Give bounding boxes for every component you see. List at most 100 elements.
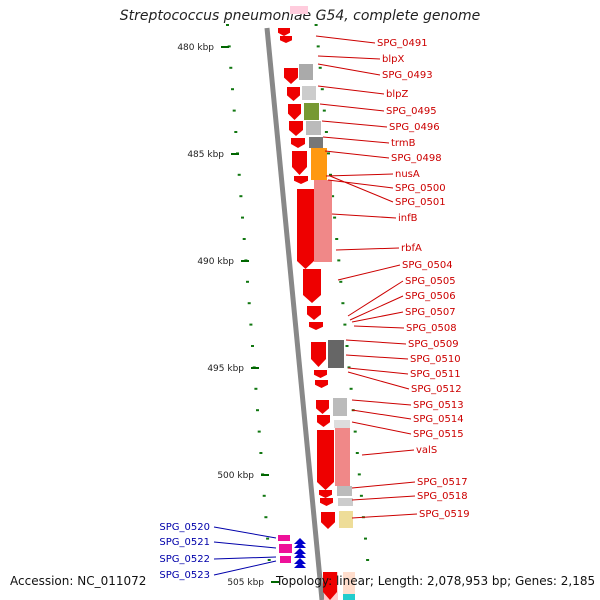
gene-label[interactable]: SPG_0521	[159, 537, 210, 548]
gene-arrow	[319, 490, 332, 498]
gene-label[interactable]: SPG_0520	[159, 522, 210, 533]
feature-block	[299, 64, 313, 80]
gene-label[interactable]: SPG_0491	[377, 38, 428, 49]
gc-dot	[226, 24, 229, 26]
pink-gene	[279, 544, 292, 553]
gc-dot	[355, 452, 359, 454]
gene-arrow	[317, 415, 330, 427]
gene-label[interactable]: SPG_0510	[410, 354, 461, 365]
gene-label[interactable]: SPG_0498	[391, 153, 442, 164]
label-leader-line	[213, 556, 277, 560]
gene-label[interactable]: nusA	[395, 169, 420, 180]
gc-dot	[247, 302, 251, 305]
gc-dot	[246, 280, 249, 283]
gc-dot	[231, 88, 234, 91]
gc-dot	[229, 66, 233, 69]
gc-dot	[366, 559, 370, 561]
gene-label[interactable]: SPG_0505	[405, 276, 456, 287]
gc-dot	[322, 109, 326, 112]
gc-dot	[232, 109, 236, 112]
gene-label[interactable]: SPG_0509	[408, 339, 459, 350]
label-leader-line	[347, 367, 409, 375]
gc-dot	[262, 494, 266, 497]
feature-block	[290, 6, 308, 14]
scale-tick-label: 485 kbp	[187, 150, 224, 160]
gene-label[interactable]: SPG_0506	[405, 291, 456, 302]
reverse-gene-arrow	[294, 548, 306, 554]
gc-dot	[349, 387, 353, 390]
gene-label[interactable]: SPG_0508	[406, 323, 457, 334]
gene-label[interactable]: SPG_0513	[413, 400, 464, 411]
gene-label[interactable]: SPG_0496	[389, 122, 440, 133]
gene-label[interactable]: SPG_0514	[413, 414, 464, 425]
gene-arrow	[321, 512, 335, 529]
gc-dot	[345, 345, 349, 347]
feature-block	[333, 398, 347, 416]
gene-label[interactable]: SPG_0500	[395, 183, 446, 194]
gc-dot	[237, 173, 241, 176]
label-leader-line	[329, 175, 394, 203]
gene-label[interactable]: SPG_0511	[410, 369, 461, 380]
label-leader-line	[322, 136, 390, 144]
feature-block	[338, 498, 353, 506]
reverse-gene-arrow	[294, 552, 306, 558]
gc-dot	[337, 259, 341, 262]
label-leader-line	[361, 449, 415, 456]
gene-label[interactable]: valS	[416, 445, 437, 456]
gc-dot	[249, 323, 253, 326]
gene-label[interactable]: SPG_0517	[417, 477, 468, 488]
gc-dot	[353, 430, 357, 433]
gene-label[interactable]: blpX	[382, 54, 404, 65]
label-leader-line	[325, 173, 394, 177]
feature-block	[311, 148, 327, 180]
gc-dot	[341, 302, 345, 305]
accession-text: Accession: NC_011072	[10, 574, 147, 588]
label-leader-line	[213, 560, 277, 576]
topology-text: Topology: linear; Length: 2,078,953 bp; …	[276, 574, 596, 588]
gene-label[interactable]: SPG_0507	[405, 307, 456, 318]
gene-label[interactable]: SPG_0523	[159, 570, 210, 581]
gc-dot	[266, 537, 270, 540]
gene-label[interactable]: infB	[398, 213, 418, 224]
gene-arrow	[297, 189, 314, 269]
gc-dot	[254, 387, 258, 390]
gc-dot	[335, 238, 339, 240]
label-leader-line	[213, 526, 277, 539]
chromosome-axis-line	[264, 27, 325, 600]
gc-dot	[264, 516, 268, 519]
gene-arrow	[314, 370, 327, 378]
gene-label[interactable]: SPG_0504	[402, 260, 453, 271]
gc-dot	[259, 452, 263, 454]
gene-label[interactable]: rbfA	[401, 243, 422, 254]
gene-label[interactable]: SPG_0493	[382, 70, 433, 81]
gene-label[interactable]: SPG_0515	[413, 429, 464, 440]
pink-gene	[278, 535, 290, 541]
gene-arrow	[317, 430, 334, 490]
pink-gene	[280, 556, 291, 563]
gene-arrow	[289, 121, 303, 136]
gene-label[interactable]: SPG_0512	[411, 384, 462, 395]
feature-block	[343, 594, 355, 600]
gene-arrow	[280, 36, 292, 43]
gene-label[interactable]: SPG_0518	[417, 491, 468, 502]
gene-label[interactable]: blpZ	[386, 89, 408, 100]
gene-arrows	[278, 28, 337, 600]
gene-label[interactable]: SPG_0522	[159, 554, 210, 565]
label-leader-line	[351, 513, 418, 519]
gene-label[interactable]: SPG_0495	[386, 106, 437, 117]
gene-label[interactable]: trmB	[391, 138, 416, 149]
gene-arrow	[288, 104, 301, 120]
gc-dot	[320, 88, 324, 91]
gc-dot	[267, 559, 271, 561]
label-leader-line	[347, 280, 404, 317]
scale-tick-label: 495 kbp	[207, 364, 244, 374]
feature-block	[328, 340, 344, 368]
gene-label[interactable]: SPG_0501	[395, 197, 446, 208]
label-leader-line	[319, 103, 385, 112]
label-leader-line	[335, 247, 400, 251]
label-leader-line	[351, 311, 404, 323]
scale-tick-label: 505 kbp	[227, 578, 264, 588]
gc-dot	[339, 280, 343, 283]
gene-label[interactable]: SPG_0519	[419, 509, 470, 520]
